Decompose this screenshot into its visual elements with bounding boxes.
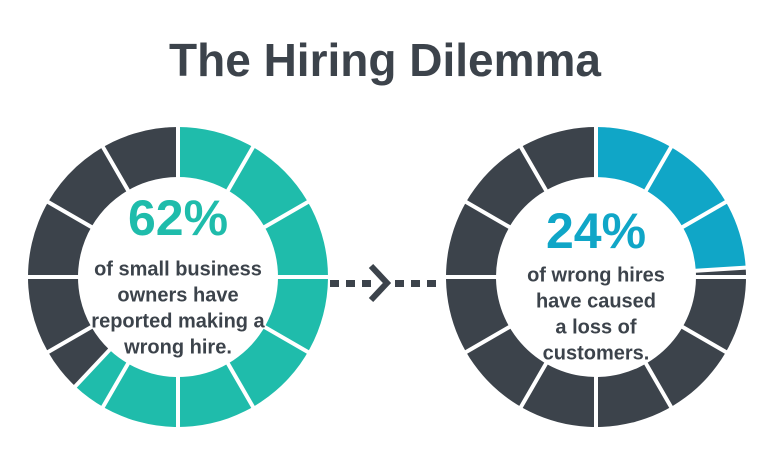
segment-gap	[261, 324, 311, 355]
segment-gap	[72, 347, 113, 390]
segment-gap	[100, 360, 131, 410]
donut-value	[596, 127, 746, 271]
segment-gap	[518, 144, 549, 194]
caption-line: have caused	[536, 290, 656, 312]
segment-gap	[261, 199, 311, 230]
segment-gap	[679, 199, 729, 230]
value-label: 24%	[546, 203, 646, 259]
caption-line: a loss of	[555, 316, 636, 338]
segment-gap	[518, 360, 549, 410]
segment-gap	[45, 199, 95, 230]
caption-line: of small business	[94, 258, 262, 280]
caption-line: wrong hire.	[123, 336, 232, 358]
segment-gap	[693, 265, 748, 273]
segment-gap	[463, 324, 513, 355]
segment-gap	[679, 324, 729, 355]
value-label: 62%	[128, 190, 228, 246]
arrow	[330, 263, 436, 303]
donut-rest	[446, 127, 746, 427]
caption-line: reported making a	[91, 310, 265, 332]
segment-gap	[643, 360, 674, 410]
segment-gap	[100, 144, 131, 194]
segment-gap	[225, 360, 256, 410]
caption-line: of wrong hires	[527, 264, 665, 286]
donut-value	[75, 127, 328, 428]
segment-gap	[225, 144, 256, 194]
caption-line: customers.	[543, 342, 650, 364]
caption-line: owners have	[117, 284, 238, 306]
segment-gap	[643, 144, 674, 194]
segment-gap	[45, 324, 95, 355]
segment-gap	[463, 199, 513, 230]
title: The Hiring Dilemma	[169, 34, 601, 86]
donut-rest	[27, 127, 178, 387]
